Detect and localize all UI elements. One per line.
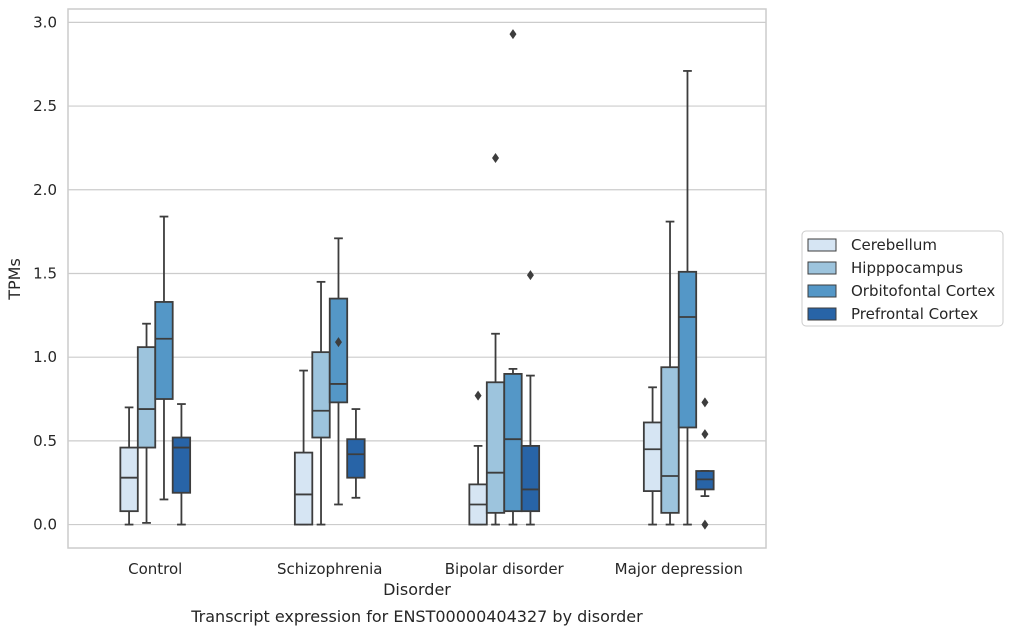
outlier-point (701, 429, 709, 440)
box-cerebellum-1 (293, 369, 314, 526)
box-prefrontal-cortex-3 (695, 397, 715, 530)
box-orbitofontal-cortex-1 (328, 237, 349, 506)
box-iqr (642, 421, 663, 492)
box-iqr (293, 451, 314, 526)
legend-frame (801, 230, 1004, 327)
x-tick-labels: Control Schizophrenia Bipolar disorder Majo… (128, 560, 743, 578)
box-iqr (119, 446, 139, 513)
box-orbitofontal-cortex-2 (503, 29, 523, 526)
box-iqr (154, 301, 174, 400)
outlier-point (474, 390, 482, 401)
box-hipppocampus-3 (660, 220, 680, 526)
y-tick-labels: 0.0 0.5 1.0 1.5 2.0 2.5 3.0 (33, 13, 57, 533)
chart-caption: Transcript expression for ENST0000040432… (190, 607, 643, 626)
legend: Cerebellum Hipppocampus Orbitofontal Corte… (801, 230, 1004, 327)
box-prefrontal-cortex-0 (171, 403, 192, 526)
y-tick-label: 0.0 (33, 516, 57, 534)
box-iqr (311, 351, 331, 439)
outlier-point (701, 397, 709, 408)
legend-label: Hipppocampus (851, 259, 963, 277)
x-axis-title: Disorder (383, 580, 451, 599)
box-cerebellum-0 (119, 406, 139, 526)
boxes (119, 29, 715, 530)
y-tick-label: 2.0 (33, 181, 57, 199)
box-iqr (677, 270, 698, 429)
box-iqr (660, 366, 680, 514)
y-axis-title: TPMs (5, 258, 24, 301)
box-cerebellum-2 (468, 390, 488, 526)
y-tick-label: 1.5 (33, 264, 57, 282)
box-hipppocampus-0 (136, 322, 157, 524)
legend-label: Orbitofontal Cortex (851, 282, 995, 300)
y-tick-label: 2.5 (33, 97, 57, 115)
outlier-point (334, 337, 342, 348)
box-iqr (503, 373, 523, 513)
y-tick-label: 3.0 (33, 13, 57, 31)
legend-swatch (807, 238, 837, 252)
outlier-point (492, 152, 500, 163)
legend-label: Prefrontal Cortex (851, 305, 978, 323)
outlier-point (526, 270, 534, 281)
legend-label: Cerebellum (851, 236, 937, 254)
box-iqr (346, 438, 366, 479)
box-prefrontal-cortex-2 (520, 270, 541, 526)
box-iqr (485, 381, 506, 514)
y-tick-label: 0.5 (33, 432, 57, 450)
outlier-point (509, 29, 517, 40)
box-iqr (328, 297, 349, 404)
y-tick-label: 1.0 (33, 348, 57, 366)
x-tick-label: Bipolar disorder (445, 560, 565, 578)
box-orbitofontal-cortex-0 (154, 215, 174, 501)
outlier-point (701, 519, 709, 530)
box-prefrontal-cortex-1 (346, 408, 366, 499)
box-hipppocampus-1 (311, 280, 331, 526)
legend-swatch (807, 284, 837, 298)
box-orbitofontal-cortex-3 (677, 70, 698, 526)
box-iqr (136, 346, 157, 449)
box-cerebellum-3 (642, 386, 663, 526)
box-iqr (171, 436, 192, 494)
legend-swatch (807, 307, 837, 321)
box-iqr (520, 444, 541, 513)
plot-frame (67, 8, 767, 549)
x-tick-label: Major depression (615, 560, 743, 578)
x-tick-label: Control (128, 560, 182, 578)
x-tick-label: Schizophrenia (277, 560, 382, 578)
legend-swatch (807, 261, 837, 275)
